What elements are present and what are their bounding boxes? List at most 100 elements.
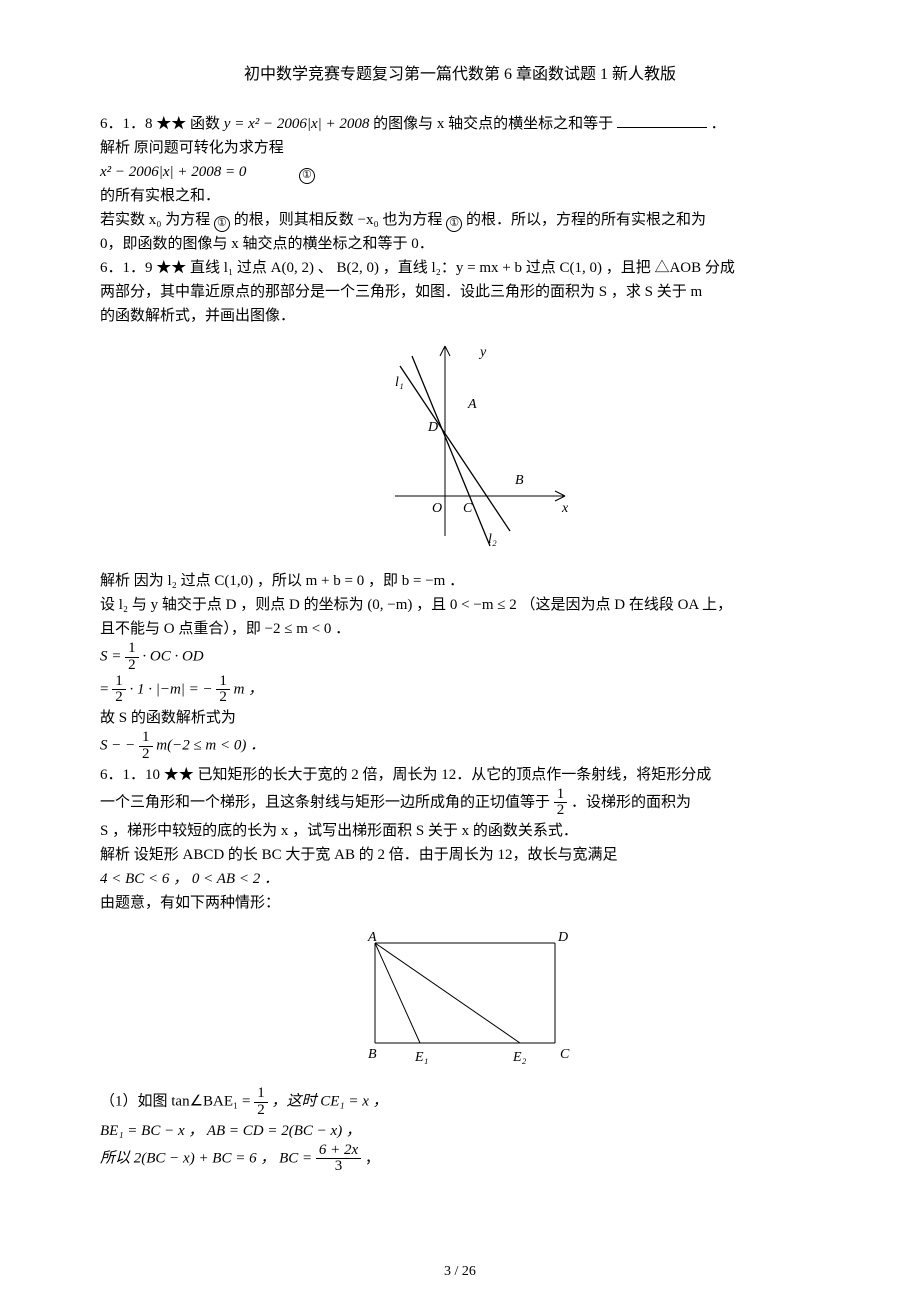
c1-n: 1 [254,1086,268,1103]
svg-text:B: B [368,1047,377,1062]
p619-sol1: 解析 因为 l₂ 过点 C(1,0) ，所以 m + b = 0 ，即 b = … [100,569,820,593]
t2-n: 1 [554,787,568,804]
p6110-t2frac: 1 2 [554,787,568,820]
p6110-l2: 一个三角形和一个梯形，且这条射线与矩形一边所成角的正切值等于 1 2 ．设梯形的… [100,787,820,820]
eq2-d2: 2 [216,690,230,706]
figure-6110-svg: A D B C E₁ E₂ [330,923,590,1073]
eq2-pre: = [100,681,112,697]
c1-d: 2 [254,1103,268,1119]
eqS-n: 1 [125,641,139,658]
stars: ★★ [156,116,186,132]
eq2-n2: 1 [216,674,230,691]
stem-pre: 函数 [190,116,224,132]
p619-t2: 两部分，其中靠近原点的那部分是一个三角形，如图．设此三角形的面积为 S ，求 S… [100,280,820,304]
p619-eqS: S = 1 2 · OC · OD [100,641,820,674]
stars2: ★★ [156,260,186,276]
eqS-lhs: S = [100,649,125,665]
c1-post: ，这时 CE₁ = x ， [271,1094,387,1110]
p618-l3: 的所有实根之和． [100,184,820,208]
eqS-frac: 1 2 [125,641,139,674]
period: ． [711,116,726,132]
svg-text:O: O [432,501,442,516]
svg-text:D: D [427,420,438,435]
p619-eq3: S − − 1 2 m(−2 ≤ m < 0) ． [100,730,820,763]
eq2-post: m ， [234,681,264,697]
p6110-c2: BE₁ = BC − x ， AB = CD = 2(BC − x) ， [100,1119,820,1143]
eq2-n1: 1 [112,674,126,691]
eq3-d: 2 [139,747,153,763]
eq-mark-1c: ① [446,216,462,232]
svg-text:l₂: l₂ [488,532,497,547]
p618-eq: x² − 2006|x| + 2008 = 0 ① [100,160,820,184]
pnum2: 6．1．9 [100,260,153,276]
p618-l5: 0，即函数的图像与 x 轴交点的横坐标之和等于 0． [100,232,820,256]
p6110-t1: 已知矩形的长大于宽的 2 倍，周长为 12．从它的顶点作一条射线，将矩形分成 [198,767,712,783]
p6110-ineq: 4 < BC < 6 ， 0 < AB < 2 ． [100,867,820,891]
c3-d: 3 [316,1159,361,1175]
eq3-n: 1 [139,730,153,747]
page-title: 初中数学竞赛专题复习第一篇代数第 6 章函数试题 1 新人教版 [244,66,676,83]
svg-text:E₂: E₂ [512,1050,527,1065]
eq-mark-1: ① [299,168,315,184]
figure-6110: A D B C E₁ E₂ [100,923,820,1078]
eqS-d: 2 [125,658,139,674]
p6110-t3: S ，梯形中较短的底的长为 x ，试写出梯形面积 S 关于 x 的函数关系式． [100,819,820,843]
svg-text:C: C [463,501,473,516]
p618-sol-label: 解析 原问题可转化为求方程 [100,136,820,160]
eq-mark-1b: ① [214,216,230,232]
p6110-sol1: 解析 设矩形 ABCD 的长 BC 大于宽 AB 的 2 倍．由于周长为 12，… [100,843,820,867]
eq2-mid: · 1 · |−m| = − [129,681,212,697]
p6110-sol2: 由题意，有如下两种情形： [100,891,820,915]
p6110-l1: 6．1．10 ★★ 已知矩形的长大于宽的 2 倍，周长为 12．从它的顶点作一条… [100,763,820,787]
c3-frac: 6 + 2x 3 [316,1143,361,1176]
svg-text:y: y [478,345,487,360]
stem-post: 的图像与 x 轴交点的横坐标之和等于 [373,116,613,132]
p619-l1: 6．1．9 ★★ 直线 l₁ 过点 A(0, 2) 、 B(2, 0) ，直线 … [100,256,820,280]
eq2-f1: 1 2 [112,674,126,707]
c1-pre: （1）如图 tan∠BAE₁ = [100,1094,254,1110]
p619-sol3: 且不能与 O 点重合），即 −2 ≤ m < 0 ． [100,617,820,641]
p619-t3: 的函数解析式，并画出图像． [100,304,820,328]
p619-eq2: = 1 2 · 1 · |−m| = − 1 2 m ， [100,674,820,707]
p6110-t2post: ．设梯形的面积为 [571,794,691,810]
svg-text:C: C [560,1047,570,1062]
svg-text:l₁: l₁ [395,375,404,390]
svg-text:D: D [557,930,568,945]
figure-619: y x O A D B Cl₁ l₂ [100,336,820,561]
p619-sol2: 设 l₂ 与 y 轴交于点 D ，则点 D 的坐标为 (0, −m) ，且 0 … [100,593,820,617]
pnum: 6．1．8 [100,116,153,132]
eq3-f: 1 2 [139,730,153,763]
eqS-rhs: · OC · OD [142,649,203,665]
page-footer: 3 / 26 [0,1264,920,1280]
fill-blank [617,114,707,129]
c3-pre: 所以 2(BC − x) + BC = 6 ， BC = [100,1150,316,1166]
svg-text:x: x [561,501,569,516]
eq3-pre: S − − [100,738,135,754]
p618-l4: 若实数 x₀ 为方程 ① 的根，则其相反数 −x₀ 也为方程 ① 的根．所以，方… [100,208,820,232]
p619-lineso: 故 S 的函数解析式为 [100,706,820,730]
c3-post: ， [365,1150,380,1166]
pnum3: 6．1．10 [100,767,160,783]
stem-eq: y = x² − 2006|x| + 2008 [224,116,370,132]
eq3-post: m(−2 ≤ m < 0) ． [156,738,265,754]
svg-text:A: A [367,930,377,945]
eq2-f2: 1 2 [216,674,230,707]
problem-618-line1: 6．1．8 ★★ 函数 y = x² − 2006|x| + 2008 的图像与… [100,112,820,136]
figure-619-svg: y x O A D B Cl₁ l₂ [340,336,580,556]
t2-d: 2 [554,803,568,819]
c1-frac: 1 2 [254,1086,268,1119]
svg-text:B: B [515,473,524,488]
svg-text:A: A [467,397,477,412]
l4c: 的根．所以，方程的所有实根之和为 [466,212,706,228]
p6110-c3: 所以 2(BC − x) + BC = 6 ， BC = 6 + 2x 3 ， [100,1143,820,1176]
page-number: 3 / 26 [444,1264,476,1279]
l4b: 的根，则其相反数 −x₀ 也为方程 [234,212,443,228]
l4a: 若实数 x₀ 为方程 [100,212,210,228]
p6110-t2pre: 一个三角形和一个梯形，且这条射线与矩形一边所成角的正切值等于 [100,794,550,810]
eq2-d1: 2 [112,690,126,706]
svg-text:E₁: E₁ [414,1050,428,1065]
p618-eq-expr: x² − 2006|x| + 2008 = 0 [100,164,246,180]
p619-t1: 直线 l₁ 过点 A(0, 2) 、 B(2, 0) ，直线 l₂：y = mx… [190,260,735,276]
page-header: 初中数学竞赛专题复习第一篇代数第 6 章函数试题 1 新人教版 [100,60,820,84]
p6110-c1: （1）如图 tan∠BAE₁ = 1 2 ，这时 CE₁ = x ， [100,1086,820,1119]
